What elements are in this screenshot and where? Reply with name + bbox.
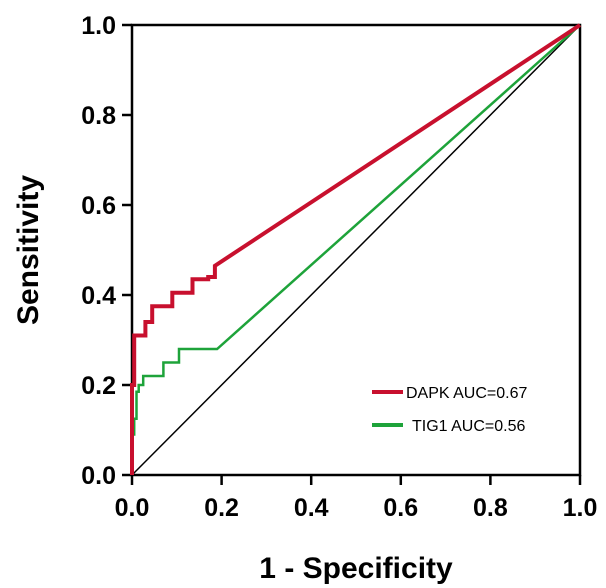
reference-diagonal-line: [131, 24, 581, 476]
x-axis: 0.0 0.2 0.4 0.6 0.8 1.0: [115, 475, 598, 522]
legend-label: TIG1 AUC=0.56: [412, 418, 525, 435]
legend-label: DAPK AUC=0.67: [406, 385, 528, 402]
x-tick-label: 0.0: [115, 494, 150, 522]
plot-frame: [130, 23, 582, 477]
x-tick-label: 0.8: [473, 494, 508, 522]
y-axis-title: Sensitivity: [12, 175, 45, 325]
legend: DAPK AUC=0.67 TIG1 AUC=0.56: [372, 385, 528, 435]
y-tick-label: 0.2: [81, 372, 116, 400]
x-tick-label: 0.4: [294, 494, 329, 522]
x-tick-label: 0.2: [204, 494, 239, 522]
series-line-tig1: [130, 24, 581, 475]
series-layer: [130, 23, 582, 475]
y-tick-label: 0.0: [81, 462, 116, 490]
y-tick-label: 0.4: [81, 282, 116, 310]
y-tick-label: 0.6: [81, 192, 116, 220]
y-tick-label: 0.8: [81, 102, 116, 130]
series-line-dapk: [130, 23, 582, 475]
y-axis: 0.0 0.2 0.4 0.6 0.8 1.0: [81, 12, 132, 490]
x-tick-label: 0.6: [383, 494, 418, 522]
x-axis-title: 1 - Specificity: [259, 552, 453, 585]
x-tick-label: 1.0: [563, 494, 598, 522]
y-tick-label: 1.0: [81, 12, 116, 40]
